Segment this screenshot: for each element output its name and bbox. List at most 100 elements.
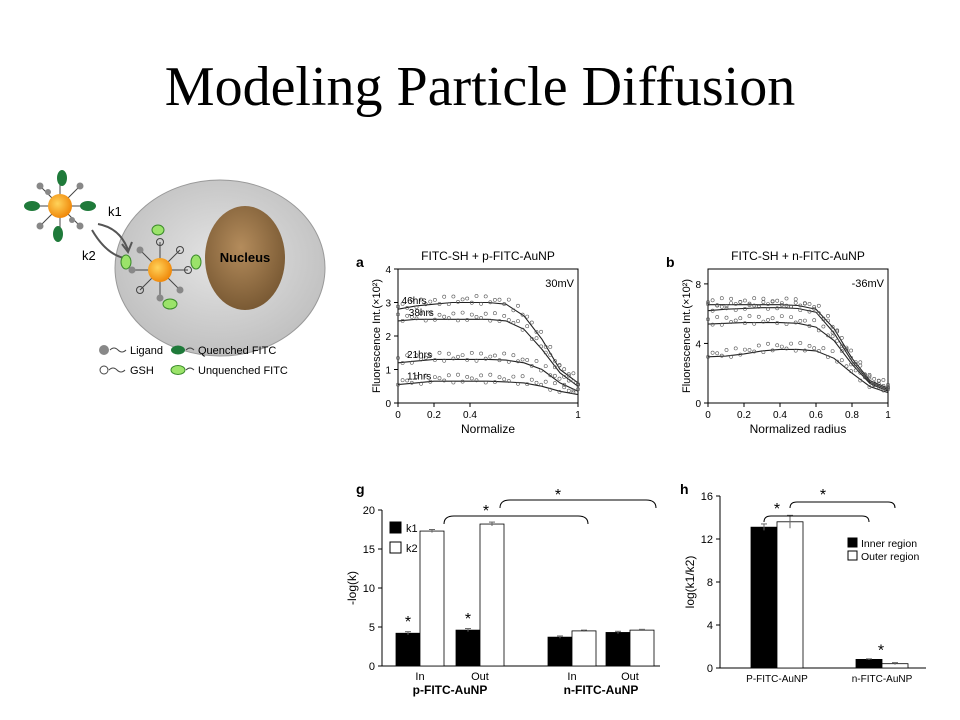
data-point [849,362,854,367]
data-point [506,359,511,364]
data-point [460,353,465,358]
data-point [534,330,539,334]
data-point [497,297,502,302]
y-axis-label: Fluorescence Int.(×10²) [681,279,693,393]
data-point [872,383,877,388]
data-point [511,374,516,379]
nucleus-label: Nucleus [220,250,271,265]
cell-legend: Ligand Quenched FITC GSH Unquenched FITC [99,345,288,377]
data-point [539,382,544,387]
y-axis-label: Fluorescence Int.(×10²) [371,279,383,393]
data-point [552,365,557,370]
data-point [784,296,789,301]
data-point [442,314,447,319]
data-point [488,300,493,305]
data-point [724,348,729,352]
data-point [835,338,840,343]
data-point [516,381,520,386]
rate-label-k1: k1 [108,204,122,219]
significance-star: * [878,642,884,659]
x-tick-label: 0 [705,410,711,421]
data-point [414,353,419,358]
data-point [492,298,497,302]
data-point [529,377,534,382]
data-point [562,374,567,379]
data-point [747,314,752,318]
data-point [761,350,766,355]
y-tick-label: 4 [707,620,713,632]
data-point [798,303,803,308]
data-point [423,302,428,307]
x-tick-label: Out [621,671,639,683]
data-point [529,364,534,368]
data-point [775,321,780,325]
data-point [770,316,775,321]
data-point [812,305,817,309]
data-point [506,318,511,322]
data-point [419,357,424,362]
data-point [779,344,784,349]
y-axis-label: log(k1/k2) [683,556,697,609]
legend-gsh: GSH [130,365,154,377]
fit-line-0 [397,301,579,384]
data-point [469,376,474,381]
data-point [802,318,807,323]
data-point [719,304,724,309]
data-point [539,368,544,373]
data-point [766,341,770,346]
data-point [511,308,516,313]
data-point [423,318,428,323]
data-point [710,350,715,355]
data-point [506,297,511,302]
data-point [835,359,840,364]
data-point [423,355,428,360]
data-point [761,296,766,301]
data-point [872,376,877,381]
data-point [881,383,886,388]
panel-a-chart: a FITC-SH + p-FITC-AuNP 30mV 0 1 2 3 4 0 0.2 0.4 1 N… [356,249,581,433]
data-point [451,294,456,299]
data-point [802,348,807,353]
data-point [715,351,720,356]
data-point [433,375,437,380]
data-point [534,336,539,341]
data-point [743,307,747,311]
data-point [733,302,738,306]
data-point [409,315,414,319]
data-point [812,346,817,351]
legend-swatch [847,537,858,548]
data-point [428,379,433,384]
data-point [543,345,548,349]
data-point [492,353,497,358]
data-point [511,321,516,325]
data-point [469,300,474,305]
data-point [525,314,530,319]
data-point [858,378,863,383]
data-point [844,347,849,351]
data-point [437,376,442,381]
data-point [747,303,752,307]
data-point [733,318,738,323]
data-point [853,360,858,365]
data-point [548,345,553,349]
data-point [793,297,798,302]
significance-star: * [483,503,489,520]
data-point [761,300,766,304]
data-point [414,316,419,321]
fit-line-1 [707,307,889,391]
data-point [465,318,470,322]
data-point [710,298,715,303]
data-point [566,372,571,377]
data-point [715,315,720,319]
panel-letter: h [680,481,689,497]
data-point [743,347,747,352]
legend-label: k1 [406,523,418,535]
data-point [451,311,456,316]
release-arrow [91,229,125,259]
y-tick-label: 2 [385,332,391,343]
data-point [502,314,507,318]
data-point [460,379,465,384]
panel-letter: b [666,254,675,270]
legend-quenched-fitc: Quenched FITC [198,345,276,357]
data-point [483,380,488,385]
